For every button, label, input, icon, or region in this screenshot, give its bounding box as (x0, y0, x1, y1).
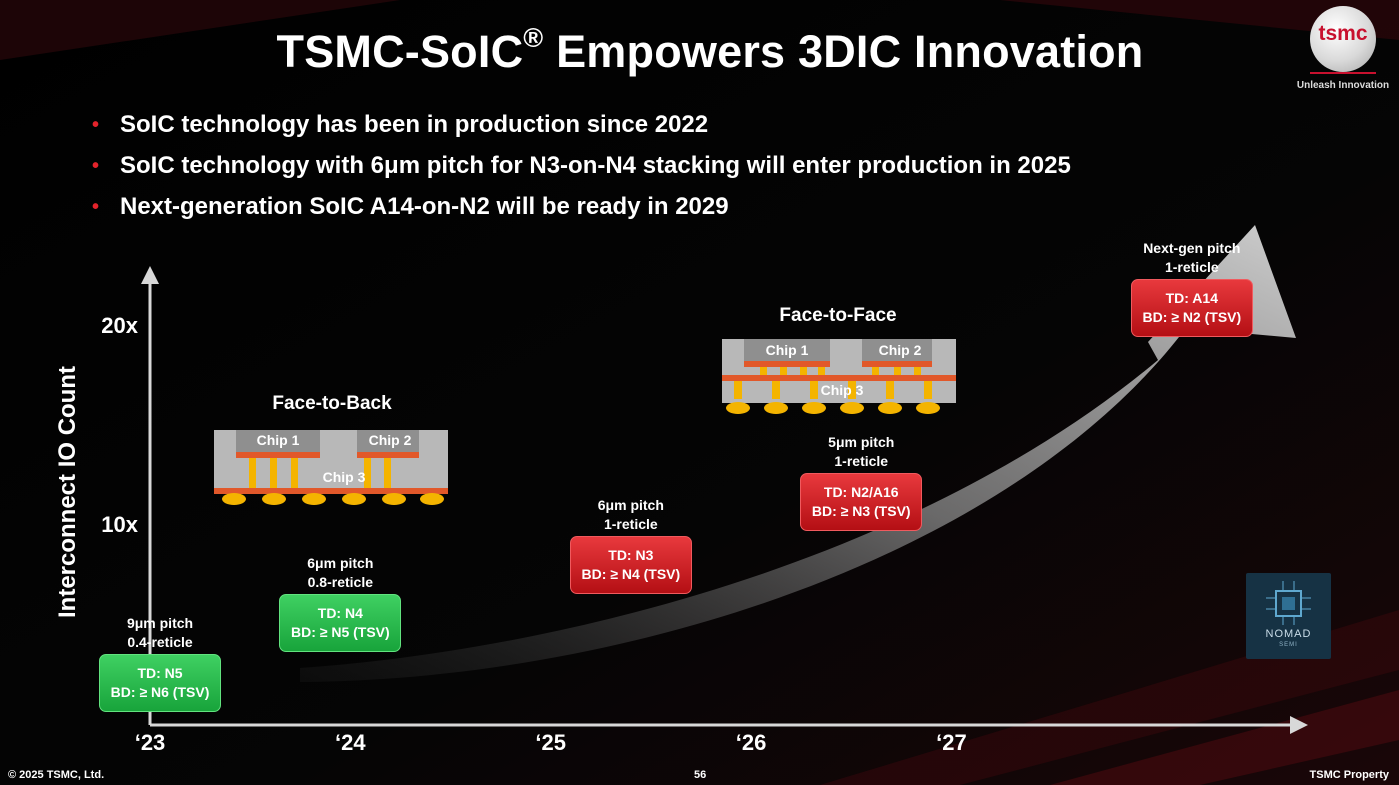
y-axis-label: Interconnect IO Count (54, 366, 81, 618)
pitch-value: 9μm pitch (126, 615, 194, 632)
logo-wordmark: tsmc (1318, 22, 1368, 45)
face-to-face-title: Face-to-Face (779, 305, 897, 326)
face-to-back-title: Face-to-Back (272, 393, 392, 414)
node-box: TD: A14 BD: ≥ N2 (TSV) (1130, 278, 1253, 337)
pitch-value: 5μm pitch (828, 433, 895, 450)
y-tick-label: 20x (101, 312, 138, 338)
bottom-die-label: BD: ≥ N6 (TSV) (110, 684, 210, 701)
reticle-value: 1-reticle (1164, 258, 1219, 275)
x-tick-label: ‘26 (735, 730, 767, 755)
pitch-value: Next-gen pitch (1143, 239, 1241, 256)
registered-mark: ® (523, 23, 544, 53)
x-tick-label: ‘27 (936, 730, 967, 755)
nomad-semi-watermark: NOMAD SEMI (1246, 573, 1331, 659)
node-box: TD: N3 BD: ≥ N4 (TSV) (569, 536, 692, 595)
node-box: TD: N5 BD: ≥ N6 (TSV) (99, 654, 222, 713)
pitch-label: 5μm pitch 1-reticle (828, 433, 894, 471)
slide-title: TSMC-SoIC® Empowers 3DIC Innovation (0, 23, 1399, 78)
growth-arrow (300, 225, 1296, 682)
bottom-die-label: BD: ≥ N2 (TSV) (1142, 308, 1242, 325)
ftf-chip2-label: Chip 2 (879, 342, 922, 358)
ftb-chip1-label: Chip 1 (257, 432, 300, 448)
top-die-label: TD: N3 (608, 547, 654, 564)
reticle-value: 0.4-reticle (127, 634, 193, 651)
y-axis-arrowhead (141, 266, 159, 284)
bottom-die-label: BD: ≥ N3 (TSV) (811, 502, 911, 519)
bullet-dot: • (92, 114, 100, 136)
x-tick-label: ‘25 (535, 730, 566, 755)
footer-property: TSMC Property (1309, 769, 1389, 781)
footer-copyright: © 2025 TSMC, Ltd. (8, 769, 105, 781)
title-main: TSMC-SoIC (276, 26, 524, 77)
bullet-item: • SoIC technology has been in production … (92, 110, 1071, 140)
nomad-word: NOMAD (1265, 628, 1312, 640)
ftb-chip3-label: Chip 3 (323, 469, 366, 485)
reticle-value: 0.8-reticle (307, 574, 374, 591)
top-die-label: TD: N4 (317, 605, 363, 622)
pitch-label: Next-gen pitch 1-reticle (1143, 239, 1240, 277)
bullet-list: • SoIC technology has been in production … (92, 110, 1071, 233)
x-tick-label: ‘23 (134, 730, 166, 755)
pitch-label: 6μm pitch 0.8-reticle (307, 554, 373, 592)
node-box: TD: N4 BD: ≥ N5 (TSV) (279, 594, 402, 653)
x-tick-label: ‘24 (335, 730, 366, 755)
footer-page-number: 56 (694, 769, 707, 781)
x-axis-arrowhead (1290, 716, 1308, 734)
top-die-label: TD: N2/A16 (823, 483, 899, 500)
title-rest: Empowers 3DIC Innovation (543, 26, 1144, 77)
pitch-value: 6μm pitch (307, 555, 374, 572)
ftf-chip1-label: Chip 1 (766, 342, 809, 358)
node-box: TD: N2/A16 BD: ≥ N3 (TSV) (800, 472, 923, 531)
bullet-dot: • (92, 196, 100, 218)
pitch-value: 6μm pitch (597, 497, 664, 514)
face-to-face-diagram: Chip 1 Chip 2 Chip 3 (722, 339, 956, 414)
face-to-back-diagram: Chip 1 Chip 2 Chip 3 (214, 430, 448, 505)
bottom-die-label: BD: ≥ N5 (TSV) (290, 624, 390, 641)
ftf-chip3-label: Chip 3 (821, 382, 864, 398)
bullet-text: Next-generation SoIC A14-on-N2 will be r… (120, 193, 729, 220)
y-tick-label: 10x (101, 512, 138, 538)
top-die-label: TD: A14 (1165, 289, 1218, 306)
logo-circle: tsmc (1310, 6, 1376, 72)
bullet-text: SoIC technology with 6μm pitch for N3-on… (120, 152, 1071, 179)
bullet-item: • SoIC technology with 6μm pitch for N3-o… (92, 151, 1071, 181)
logo-underline (1310, 72, 1376, 74)
bullet-text: SoIC technology has been in production s… (120, 111, 709, 138)
logo-tagline: Unleash Innovation (1296, 80, 1390, 91)
reticle-value: 1-reticle (603, 516, 658, 533)
tsmc-logo: tsmc Unleash Innovation (1293, 6, 1393, 91)
top-die-label: TD: N5 (137, 665, 183, 682)
bottom-die-label: BD: ≥ N4 (TSV) (581, 566, 681, 583)
bullet-dot: • (92, 155, 100, 177)
bullet-item: • Next-generation SoIC A14-on-N2 will be … (92, 192, 1071, 222)
nomad-sub: SEMI (1279, 642, 1298, 648)
reticle-value: 1-reticle (834, 452, 889, 469)
chip-circuit-icon (1266, 581, 1311, 625)
pitch-label: 6μm pitch 1-reticle (598, 496, 664, 534)
ftb-chip2-label: Chip 2 (369, 432, 412, 448)
pitch-label: 9μm pitch 0.4-reticle (127, 614, 193, 652)
